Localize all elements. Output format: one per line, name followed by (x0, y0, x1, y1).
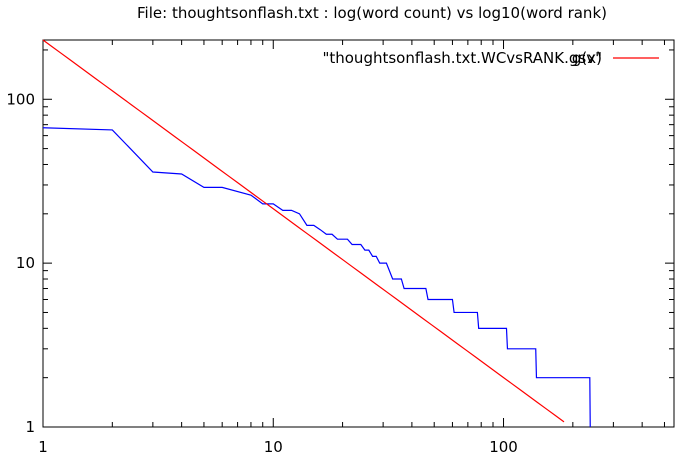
y-tick-label: 100 (6, 90, 35, 108)
legend-label-fit: g(x) (572, 49, 602, 67)
legend: "thoughtsonflash.txt.WCvsRANK.gsv" g(x) (322, 49, 659, 67)
legend-label-word-count: "thoughtsonflash.txt.WCvsRANK.gsv" (322, 49, 602, 67)
y-tick-label: 1 (25, 418, 35, 436)
axis-ticks (42, 40, 674, 428)
x-tick-label: 100 (489, 438, 518, 456)
series-line-word-count (42, 127, 591, 428)
x-tick-label: 10 (264, 438, 283, 456)
plot-frame (42, 39, 675, 428)
y-tick-label: 10 (16, 254, 35, 272)
chart-title: File: thoughtsonflash.txt : log(word cou… (137, 4, 607, 22)
axis-tick-labels: 1 10 100 1 10 100 (6, 90, 517, 456)
series-line-fit (42, 39, 565, 423)
x-tick-label: 1 (38, 438, 48, 456)
